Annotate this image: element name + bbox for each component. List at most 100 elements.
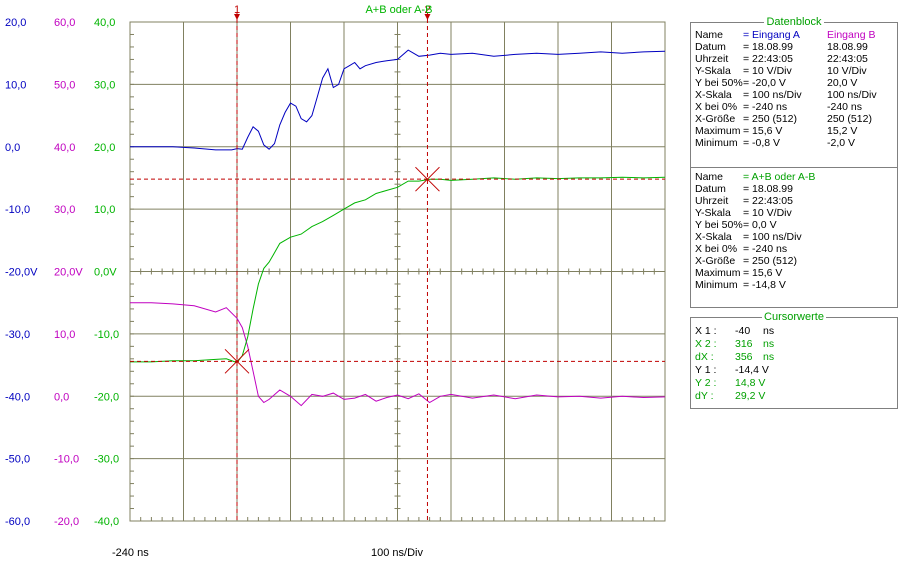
datenblock-sum-value: = -240 ns — [743, 243, 788, 255]
cursorwerte-value: 356 — [735, 351, 753, 363]
y-tick-label-b: 0,0 — [54, 391, 69, 403]
measurement-cursors[interactable]: 1 2A+B oder A-B — [130, 4, 665, 521]
datenblock-sum-value: = 22:43:05 — [743, 195, 793, 207]
cursorwerte-value: -40 — [735, 325, 751, 337]
cursorwerte-value: 29,2 V — [735, 390, 766, 402]
y-tick-label-a: -60,0 — [5, 516, 30, 528]
datenblock-label: Y bei 50% — [695, 77, 743, 89]
y-tick-label-sum: 30,0 — [94, 79, 115, 91]
y-tick-label-a: 0,0 — [5, 142, 20, 154]
y-tick-label-a: -10,0 — [5, 204, 30, 216]
y-tick-label-a: -20,0V — [5, 267, 38, 279]
plot-grid — [129, 21, 666, 522]
datenblock-label: Name — [695, 29, 724, 41]
sum-trace-caption: A+B oder A-B — [365, 4, 432, 16]
y-tick-label-sum: -40,0 — [94, 516, 119, 528]
datenblock-sum-label: Name — [695, 171, 724, 183]
datenblock-sum-label: Uhrzeit — [695, 195, 729, 207]
y-tick-label-b: 50,0 — [54, 79, 75, 91]
oscilloscope-chart[interactable]: 20,010,00,0-10,0-20,0V-30,0-40,0-50,0-60… — [0, 0, 690, 564]
datenblock-label: Uhrzeit — [695, 53, 729, 65]
datenblock-value-b: 18.08.99 — [827, 41, 868, 53]
datenblock-divider — [691, 167, 897, 168]
trace-b — [130, 302, 666, 407]
cursorwerte-label: dY : — [695, 390, 714, 402]
datenblock-value-a: = 100 ns/Div — [743, 89, 802, 101]
datenblock-channel-a-header: = Eingang A — [743, 29, 800, 41]
datenblock-value-b: -2,0 V — [827, 137, 856, 149]
cursor-2-label: 2 — [424, 4, 430, 16]
datenblock-value-b: 15,2 V — [827, 125, 858, 137]
y-tick-label-b: 60,0 — [54, 17, 75, 29]
datenblock-sum-header: = A+B oder A-B — [743, 171, 816, 183]
datenblock-value-a: = 15,6 V — [743, 125, 783, 137]
y-tick-label-sum: 20,0 — [94, 142, 115, 154]
y-tick-label-b: 30,0 — [54, 204, 75, 216]
datenblock-value-b: 22:43:05 — [827, 53, 868, 65]
cursorwerte-panel: Cursorwerte X 1 : -40 ns X 2 : 316 ns dX : 356 n… — [690, 311, 898, 409]
datenblock-label: Maximum — [695, 125, 741, 137]
cursorwerte-label: X 2 : — [695, 338, 717, 350]
datenblock-sum-label: Minimum — [695, 279, 738, 291]
datenblock-value-b: 100 ns/Div — [827, 89, 877, 101]
datenblock-sum-label: X-Skala — [695, 231, 732, 243]
datenblock-sum-label: X-Größe — [695, 255, 736, 267]
y-tick-label-b: -20,0 — [54, 516, 79, 528]
datenblock-value-a: = -0,8 V — [743, 137, 781, 149]
datenblock-panel: Datenblock Name = Eingang A Eingang B Datum… — [690, 16, 898, 308]
datenblock-sum-label: Datum — [695, 183, 726, 195]
y-tick-label-b: 10,0 — [54, 329, 75, 341]
datenblock-sum-label: Y-Skala — [695, 207, 731, 219]
datenblock-sum-value: = 100 ns/Div — [743, 231, 802, 243]
datenblock-sum-label: Y bei 50% — [695, 219, 743, 231]
datenblock-value-b: 250 (512) — [827, 113, 872, 125]
cursorwerte-title: Cursorwerte — [762, 311, 826, 323]
cursorwerte-label: Y 1 : — [695, 364, 717, 376]
datenblock-sum-value: = 18.08.99 — [743, 183, 793, 195]
datenblock-label: Y-Skala — [695, 65, 731, 77]
datenblock-label: X bei 0% — [695, 101, 738, 113]
y-tick-label-a: 10,0 — [5, 79, 26, 91]
y-tick-label-a: -30,0 — [5, 329, 30, 341]
cursorwerte-label: Y 2 : — [695, 377, 717, 389]
cursor-2-cross — [415, 166, 440, 192]
datenblock-sum-value: = 10 V/Div — [743, 207, 792, 219]
y-tick-label-sum: 0,0V — [94, 267, 117, 279]
datenblock-value-a: = -20,0 V — [743, 77, 786, 89]
cursorwerte-value: -14,4 V — [735, 364, 769, 376]
y-tick-label-b: 40,0 — [54, 142, 75, 154]
cursor-1-marker[interactable] — [234, 14, 240, 20]
cursor-1-cross — [224, 348, 250, 374]
datenblock-value-a: = 18.08.99 — [743, 41, 793, 53]
datenblock-sum-value: = -14,8 V — [743, 279, 786, 291]
cursor-1-label: 1 — [234, 4, 240, 16]
datenblock-value-a: = 10 V/Div — [743, 65, 792, 77]
x-start-label: -240 ns — [112, 547, 149, 559]
datenblock-sum-value: = 0,0 V — [743, 219, 777, 231]
datenblock-label: Minimum — [695, 137, 738, 149]
datenblock-value-b: 10 V/Div — [827, 65, 867, 77]
datenblock-sum-value: = 15,6 V — [743, 267, 783, 279]
datenblock-sum-value: = 250 (512) — [743, 255, 797, 267]
cursorwerte-value: 316 — [735, 338, 753, 350]
datenblock-value-a: = -240 ns — [743, 101, 788, 113]
datenblock-value-b: -240 ns — [827, 101, 863, 113]
y-tick-label-sum: -10,0 — [94, 329, 119, 341]
trace-a — [130, 49, 666, 151]
cursorwerte-label: dX : — [695, 351, 714, 363]
datenblock-label: Datum — [695, 41, 726, 53]
y-tick-label-sum: 10,0 — [94, 204, 115, 216]
cursorwerte-unit: ns — [763, 338, 775, 350]
cursorwerte-label: X 1 : — [695, 325, 717, 337]
datenblock-value-b: 20,0 V — [827, 77, 858, 89]
y-tick-label-a: -50,0 — [5, 454, 30, 466]
y-tick-label-sum: -30,0 — [94, 454, 119, 466]
cursor-2-marker[interactable] — [424, 14, 431, 20]
y-tick-label-sum: -20,0 — [94, 391, 119, 403]
datenblock-value-a: = 250 (512) — [743, 113, 797, 125]
y-tick-label-b: -10,0 — [54, 454, 79, 466]
datenblock-sum-label: Maximum — [695, 267, 741, 279]
cursorwerte-unit: ns — [763, 351, 775, 363]
cursorwerte-unit: ns — [763, 325, 775, 337]
x-scale-label: 100 ns/Div — [371, 547, 423, 559]
